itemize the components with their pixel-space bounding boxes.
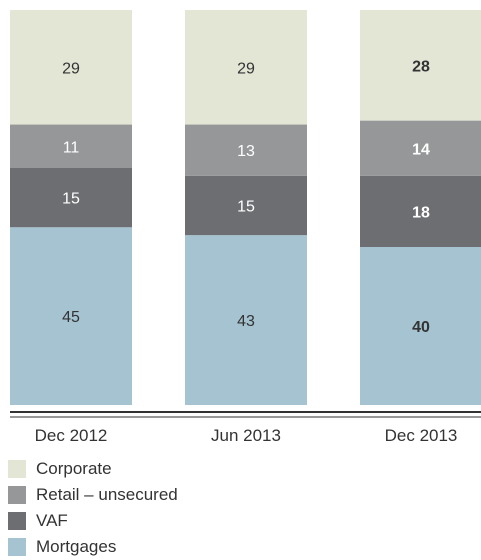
bar-segment-3-2 xyxy=(360,10,481,121)
bar-segment-0-2 xyxy=(360,247,481,405)
bar-segment-0-0 xyxy=(10,227,132,405)
data-label-3-0: 29 xyxy=(62,60,80,77)
bar-segment-1-0 xyxy=(10,168,132,228)
data-label-3-2: 28 xyxy=(412,58,430,75)
legend-label: Mortgages xyxy=(36,537,117,556)
data-label-3-1: 29 xyxy=(237,60,255,77)
bar-segment-2-0 xyxy=(10,124,132,168)
legend-item-3: Mortgages xyxy=(8,534,178,560)
category-label-2: Dec 2013 xyxy=(385,426,458,445)
category-label-0: Dec 2012 xyxy=(35,426,108,445)
bar-segment-1-1 xyxy=(185,175,307,236)
data-label-2-2: 14 xyxy=(412,141,430,158)
bar-segment-3-1 xyxy=(185,10,307,125)
legend-swatch xyxy=(8,512,26,530)
bar-segment-2-1 xyxy=(185,124,307,176)
legend-item-0: Corporate xyxy=(8,456,178,482)
legend-swatch xyxy=(8,486,26,504)
bar-segment-1-2 xyxy=(360,175,481,247)
data-label-1-1: 15 xyxy=(237,199,255,216)
category-axis-labels: Dec 2012 Jun 2013 Dec 2013 xyxy=(35,426,458,445)
data-label-1-2: 18 xyxy=(412,204,430,221)
data-label-2-1: 13 xyxy=(237,143,255,160)
bar-segment-2-2 xyxy=(360,120,481,176)
data-label-1-0: 15 xyxy=(62,191,80,208)
legend-label: VAF xyxy=(36,511,68,530)
legend-item-2: VAF xyxy=(8,508,178,534)
data-label-0-0: 45 xyxy=(62,309,80,326)
data-label-0-2: 40 xyxy=(412,319,430,336)
bar-segment-0-1 xyxy=(185,235,307,405)
stacked-bar-chart: 45 15 11 29 43 15 13 29 40 18 14 28 Dec 2012 Jun 201… xyxy=(10,10,481,445)
legend-item-1: Retail – unsecured xyxy=(8,482,178,508)
bar-area: 45 15 11 29 43 15 13 29 40 18 14 28 xyxy=(10,10,481,405)
legend-label: Corporate xyxy=(36,459,112,478)
bar-segment-3-0 xyxy=(10,10,132,125)
data-label-2-0: 11 xyxy=(63,139,80,156)
category-label-1: Jun 2013 xyxy=(211,426,281,445)
legend-label: Retail – unsecured xyxy=(36,485,178,504)
legend-swatch xyxy=(8,460,26,478)
data-label-0-1: 43 xyxy=(237,313,255,330)
legend: Corporate Retail – unsecured VAF Mortgages xyxy=(8,456,178,560)
legend-swatch xyxy=(8,538,26,556)
